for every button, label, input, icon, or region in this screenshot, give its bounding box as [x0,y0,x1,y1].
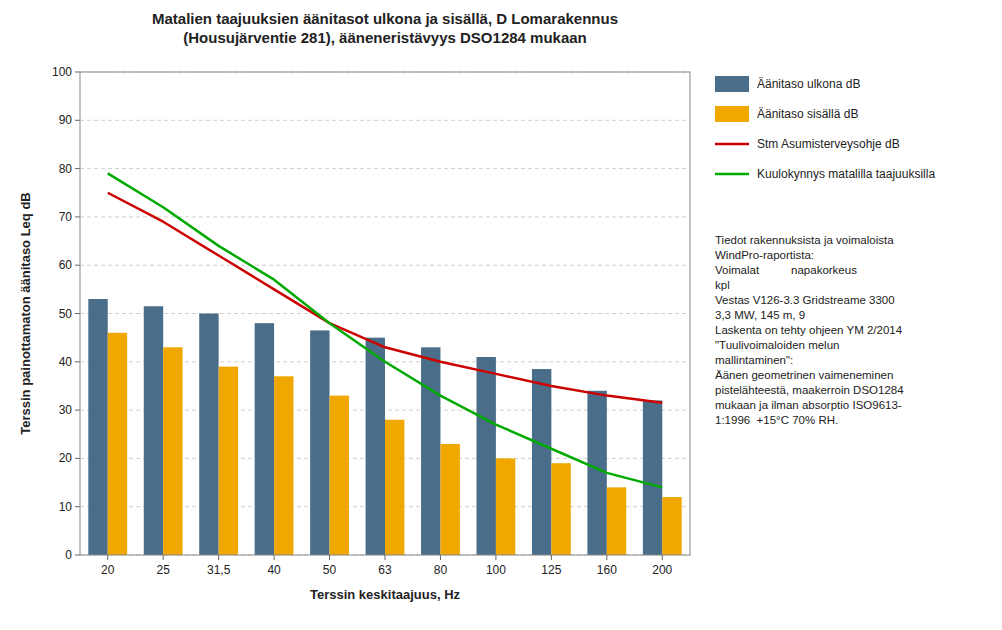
bar [551,463,570,555]
bar [330,396,349,555]
bar [219,367,238,555]
y-tick [75,120,80,121]
y-tick [75,458,80,459]
y-tick-label: 50 [59,307,73,321]
plot-frame [80,72,690,555]
legend-swatch [715,76,749,92]
legend-label: Stm Asumisterveysohje dB [757,137,900,151]
y-tick-label: 40 [59,355,73,369]
x-tick-label: 63 [378,563,392,577]
bar [255,323,274,555]
y-axis-label: Terssin painottamaton äänitaso Leq dB [18,192,33,434]
grid-line [80,313,690,314]
line [108,173,663,487]
title: Matalien taajuuksien äänitasot ulkona ja… [152,10,618,46]
legend-label: Kuulokynnys matalilla taajuuksilla [757,167,935,181]
y-tick-label: 20 [59,451,73,465]
x-tick-label: 20 [101,563,115,577]
x-axis-label: Terssin keskitaajuus, Hz [310,587,461,602]
bar [88,299,107,555]
bar [440,444,459,555]
legend-swatch [715,143,749,146]
y-tick-label: 10 [59,500,73,514]
bar [643,400,662,555]
y-tick [75,216,80,217]
bar [274,376,293,555]
x-tick [274,555,275,560]
y-tick-label: 80 [59,162,73,176]
legend-label: Äänitaso sisällä dB [757,107,858,121]
bar [421,347,440,555]
bar [199,314,218,556]
x-tick [551,555,552,560]
chart: Matalien taajuuksien äänitasot ulkona ja… [0,0,1002,630]
y-tick-label: 60 [59,258,73,272]
bar [108,333,127,555]
y-tick [75,506,80,507]
x-tick [218,555,219,560]
y-tick [75,72,80,73]
legend-label: Äänitaso ulkona dB [757,77,860,91]
x-tick [163,555,164,560]
x-tick [662,555,663,560]
marks [88,173,681,555]
bar [310,330,329,555]
bar [496,458,515,555]
line [108,193,663,403]
grid [80,72,690,555]
x-tick [606,555,607,560]
y-tick [75,313,80,314]
y-tick-label: 0 [65,548,72,562]
bar [607,487,626,555]
x-tick [329,555,330,560]
x-tick-label: 50 [323,563,337,577]
bar [662,497,681,555]
bar [366,338,385,555]
x-tick-label: 100 [486,563,506,577]
legend-swatch [715,106,749,122]
y-tick [75,410,80,411]
y-tick-label: 100 [52,65,72,79]
y-tick [75,168,80,169]
x-tick-label: 160 [597,563,617,577]
y-tick [75,265,80,266]
grid-line [80,168,690,169]
x-tick [107,555,108,560]
y-tick-label: 30 [59,403,73,417]
bar [144,306,163,555]
y-axis: 0 10 20 30 40 50 60 70 80 90 100 [52,65,80,562]
x-tick-label: 80 [434,563,448,577]
x-tick-label: 25 [157,563,171,577]
x-tick [440,555,441,560]
x-tick-label: 31,5 [207,563,231,577]
y-tick [75,361,80,362]
legend-swatch [715,173,749,176]
x-tick-label: 40 [267,563,281,577]
bar [532,369,551,555]
grid-line [80,120,690,121]
annotation: Tiedot rakennuksista ja voimaloistaWindP… [715,234,904,426]
x-tick [495,555,496,560]
bar [477,357,496,555]
x-tick-label: 200 [652,563,672,577]
y-tick [75,555,80,556]
bar [385,420,404,555]
grid-line [80,265,690,266]
x-tick-label: 125 [541,563,561,577]
x-axis: 20 25 31,5 40 50 63 80 100 125 160 200 [101,555,673,577]
grid-line [80,216,690,217]
y-tick-label: 90 [59,113,73,127]
y-tick-label: 70 [59,210,73,224]
x-tick [385,555,386,560]
legend: Äänitaso ulkona dB Äänitaso sisällä dB Stm… [715,76,935,181]
bar [163,347,182,555]
